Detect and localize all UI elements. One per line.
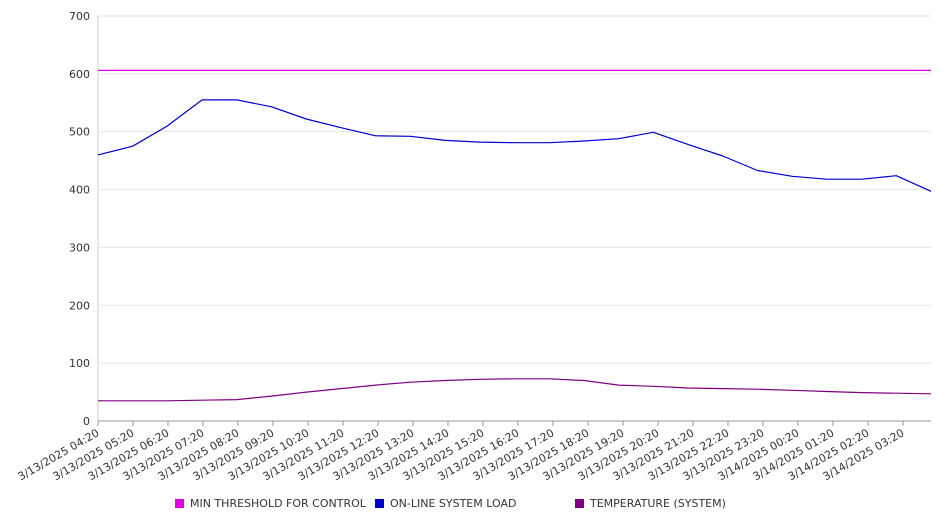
series-line-system-load xyxy=(97,99,932,192)
series-lines xyxy=(97,69,932,402)
y-tick-label: 100 xyxy=(69,357,90,370)
y-tick-label: 200 xyxy=(69,299,90,312)
legend-item-min-threshold[interactable]: MIN THRESHOLD FOR CONTROL xyxy=(175,497,366,510)
y-tick-label: 500 xyxy=(69,126,90,139)
series-line-temperature xyxy=(98,378,932,402)
legend-item-system-load[interactable]: ON-LINE SYSTEM LOAD xyxy=(375,497,516,510)
y-tick-label: 600 xyxy=(69,68,90,81)
axes xyxy=(97,16,931,422)
legend-label-min-threshold: MIN THRESHOLD FOR CONTROL xyxy=(190,497,366,510)
y-axis-ticks: 0 100 200 300 400 500 600 700 xyxy=(69,10,90,428)
legend-label-temperature: TEMPERATURE (SYSTEM) xyxy=(590,497,726,510)
x-axis-ticks: 3/13/2025 04:203/13/2025 05:203/13/2025 … xyxy=(16,421,907,483)
y-tick-label: 400 xyxy=(69,184,90,197)
y-tick-label: 700 xyxy=(69,10,90,23)
legend-swatch-min-threshold xyxy=(175,499,184,508)
legend-swatch-system-load xyxy=(375,499,384,508)
grid-lines xyxy=(98,15,931,364)
legend-item-temperature[interactable]: TEMPERATURE (SYSTEM) xyxy=(575,497,726,510)
legend: MIN THRESHOLD FOR CONTROL ON-LINE SYSTEM… xyxy=(0,497,946,515)
y-tick-label: 0 xyxy=(83,415,90,428)
legend-swatch-temperature xyxy=(575,499,584,508)
y-tick-label: 300 xyxy=(69,241,90,254)
legend-label-system-load: ON-LINE SYSTEM LOAD xyxy=(390,497,517,510)
